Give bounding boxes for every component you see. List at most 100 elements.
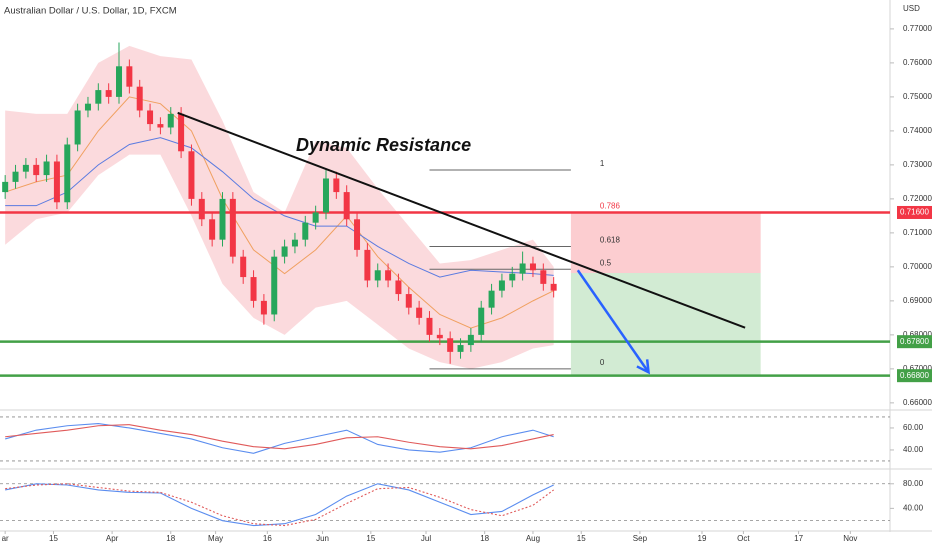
fib-label: 0.618 (600, 236, 621, 245)
fib-label: 0 (600, 358, 605, 367)
x-tick-label: 19 (698, 534, 707, 543)
candle-body (198, 198, 205, 220)
candle-body (509, 273, 516, 281)
candle-body (33, 164, 40, 176)
candle-body (447, 338, 454, 352)
candle-body (43, 161, 50, 176)
candle-body (374, 270, 381, 281)
x-tick-label: Nov (843, 534, 857, 543)
candle-body (498, 280, 505, 291)
x-tick-label: 18 (166, 534, 175, 543)
candle-body (478, 307, 485, 335)
candle-body (550, 283, 557, 291)
candle-body (333, 178, 340, 193)
y-tick-label: 60.00 (903, 423, 924, 432)
annotation: Dynamic Resistance (296, 135, 471, 155)
candle-body (240, 256, 247, 278)
indicator-line (5, 424, 554, 450)
candle-body (22, 164, 29, 172)
candle-body (157, 124, 164, 128)
candle-body (343, 192, 350, 220)
candle-body (385, 270, 392, 281)
candle-body (436, 334, 443, 339)
candle-body (260, 300, 267, 315)
candle-body (64, 144, 71, 203)
candle-body (322, 178, 329, 213)
candle-body (2, 181, 9, 193)
x-tick-label: Oct (737, 534, 750, 543)
x-tick-label: 17 (794, 534, 803, 543)
arrow-head (636, 359, 651, 375)
candle-body (229, 198, 236, 257)
candle-body (281, 246, 288, 257)
candle-body (219, 198, 226, 240)
candle-body (136, 86, 143, 111)
bollinger-band (5, 45, 554, 369)
candle-body (12, 171, 19, 182)
candle-body (405, 294, 412, 308)
indicator-line (5, 483, 554, 527)
candle-body (147, 110, 154, 125)
y-tick-label: 0.76000 (903, 58, 932, 67)
y-tick-label: 0.77000 (903, 24, 932, 33)
x-tick-label: 15 (49, 534, 58, 543)
x-tick-label: Jul (421, 534, 431, 543)
level-price-tag (897, 205, 932, 219)
y-tick-label: 0.73000 (903, 160, 932, 169)
level-price-label: 0.66800 (900, 371, 929, 380)
x-tick-label: ar (2, 534, 9, 543)
candle-body (291, 239, 298, 247)
candle-body (167, 113, 174, 128)
x-tick-label: 15 (366, 534, 375, 543)
candle-body (116, 66, 123, 97)
candle-body (488, 290, 495, 308)
fib-label: 1 (600, 159, 605, 168)
x-tick-label: Aug (526, 534, 540, 543)
candle-body (364, 249, 371, 281)
x-tick-label: Jun (316, 534, 329, 543)
x-tick-label: May (208, 534, 223, 543)
y-tick-label: 0.70000 (903, 262, 932, 271)
y-tick-label: 0.66000 (903, 398, 932, 407)
candle-body (302, 222, 309, 240)
x-tick-label: Sep (633, 534, 648, 543)
candle-body (105, 90, 112, 97)
level-price-label: 0.71600 (900, 208, 929, 217)
y-tick-label: 40.00 (903, 503, 924, 512)
candle-body (416, 307, 423, 318)
fib-label: 0.5 (600, 258, 612, 267)
candle-body (395, 280, 402, 295)
candle-body (178, 113, 185, 152)
indicator-line (5, 483, 554, 527)
candle-body (529, 263, 536, 271)
x-tick-label: 15 (577, 534, 586, 543)
ma-slow (5, 137, 554, 278)
y-tick-label: 0.68000 (903, 330, 932, 339)
candle-body (95, 90, 102, 104)
candle-body (271, 256, 278, 315)
chart-title: Australian Dollar / U.S. Dollar, 1D, FXC… (4, 6, 177, 17)
y-tick-label: 0.69000 (903, 296, 932, 305)
y-tick-label: 0.75000 (903, 92, 932, 101)
candle-body (312, 212, 319, 223)
level-price-tag (897, 369, 932, 383)
candle-body (74, 110, 81, 145)
candle-body (354, 219, 361, 250)
risk-box (570, 212, 761, 273)
candle-body (540, 270, 547, 284)
candle-body (188, 151, 195, 199)
trendline (177, 111, 746, 329)
candle-body (457, 345, 464, 352)
x-tick-label: 18 (480, 534, 489, 543)
y-tick-label: 40.00 (903, 445, 924, 454)
indicator-line (5, 422, 554, 454)
candle-body (467, 334, 474, 346)
y-tick-label: 0.74000 (903, 126, 932, 135)
candle-body (250, 277, 257, 301)
y-tick-label: 0.71000 (903, 228, 932, 237)
candle-body (519, 263, 526, 274)
candle-body (126, 66, 133, 87)
arrow (576, 269, 650, 373)
candle-body (426, 317, 433, 335)
